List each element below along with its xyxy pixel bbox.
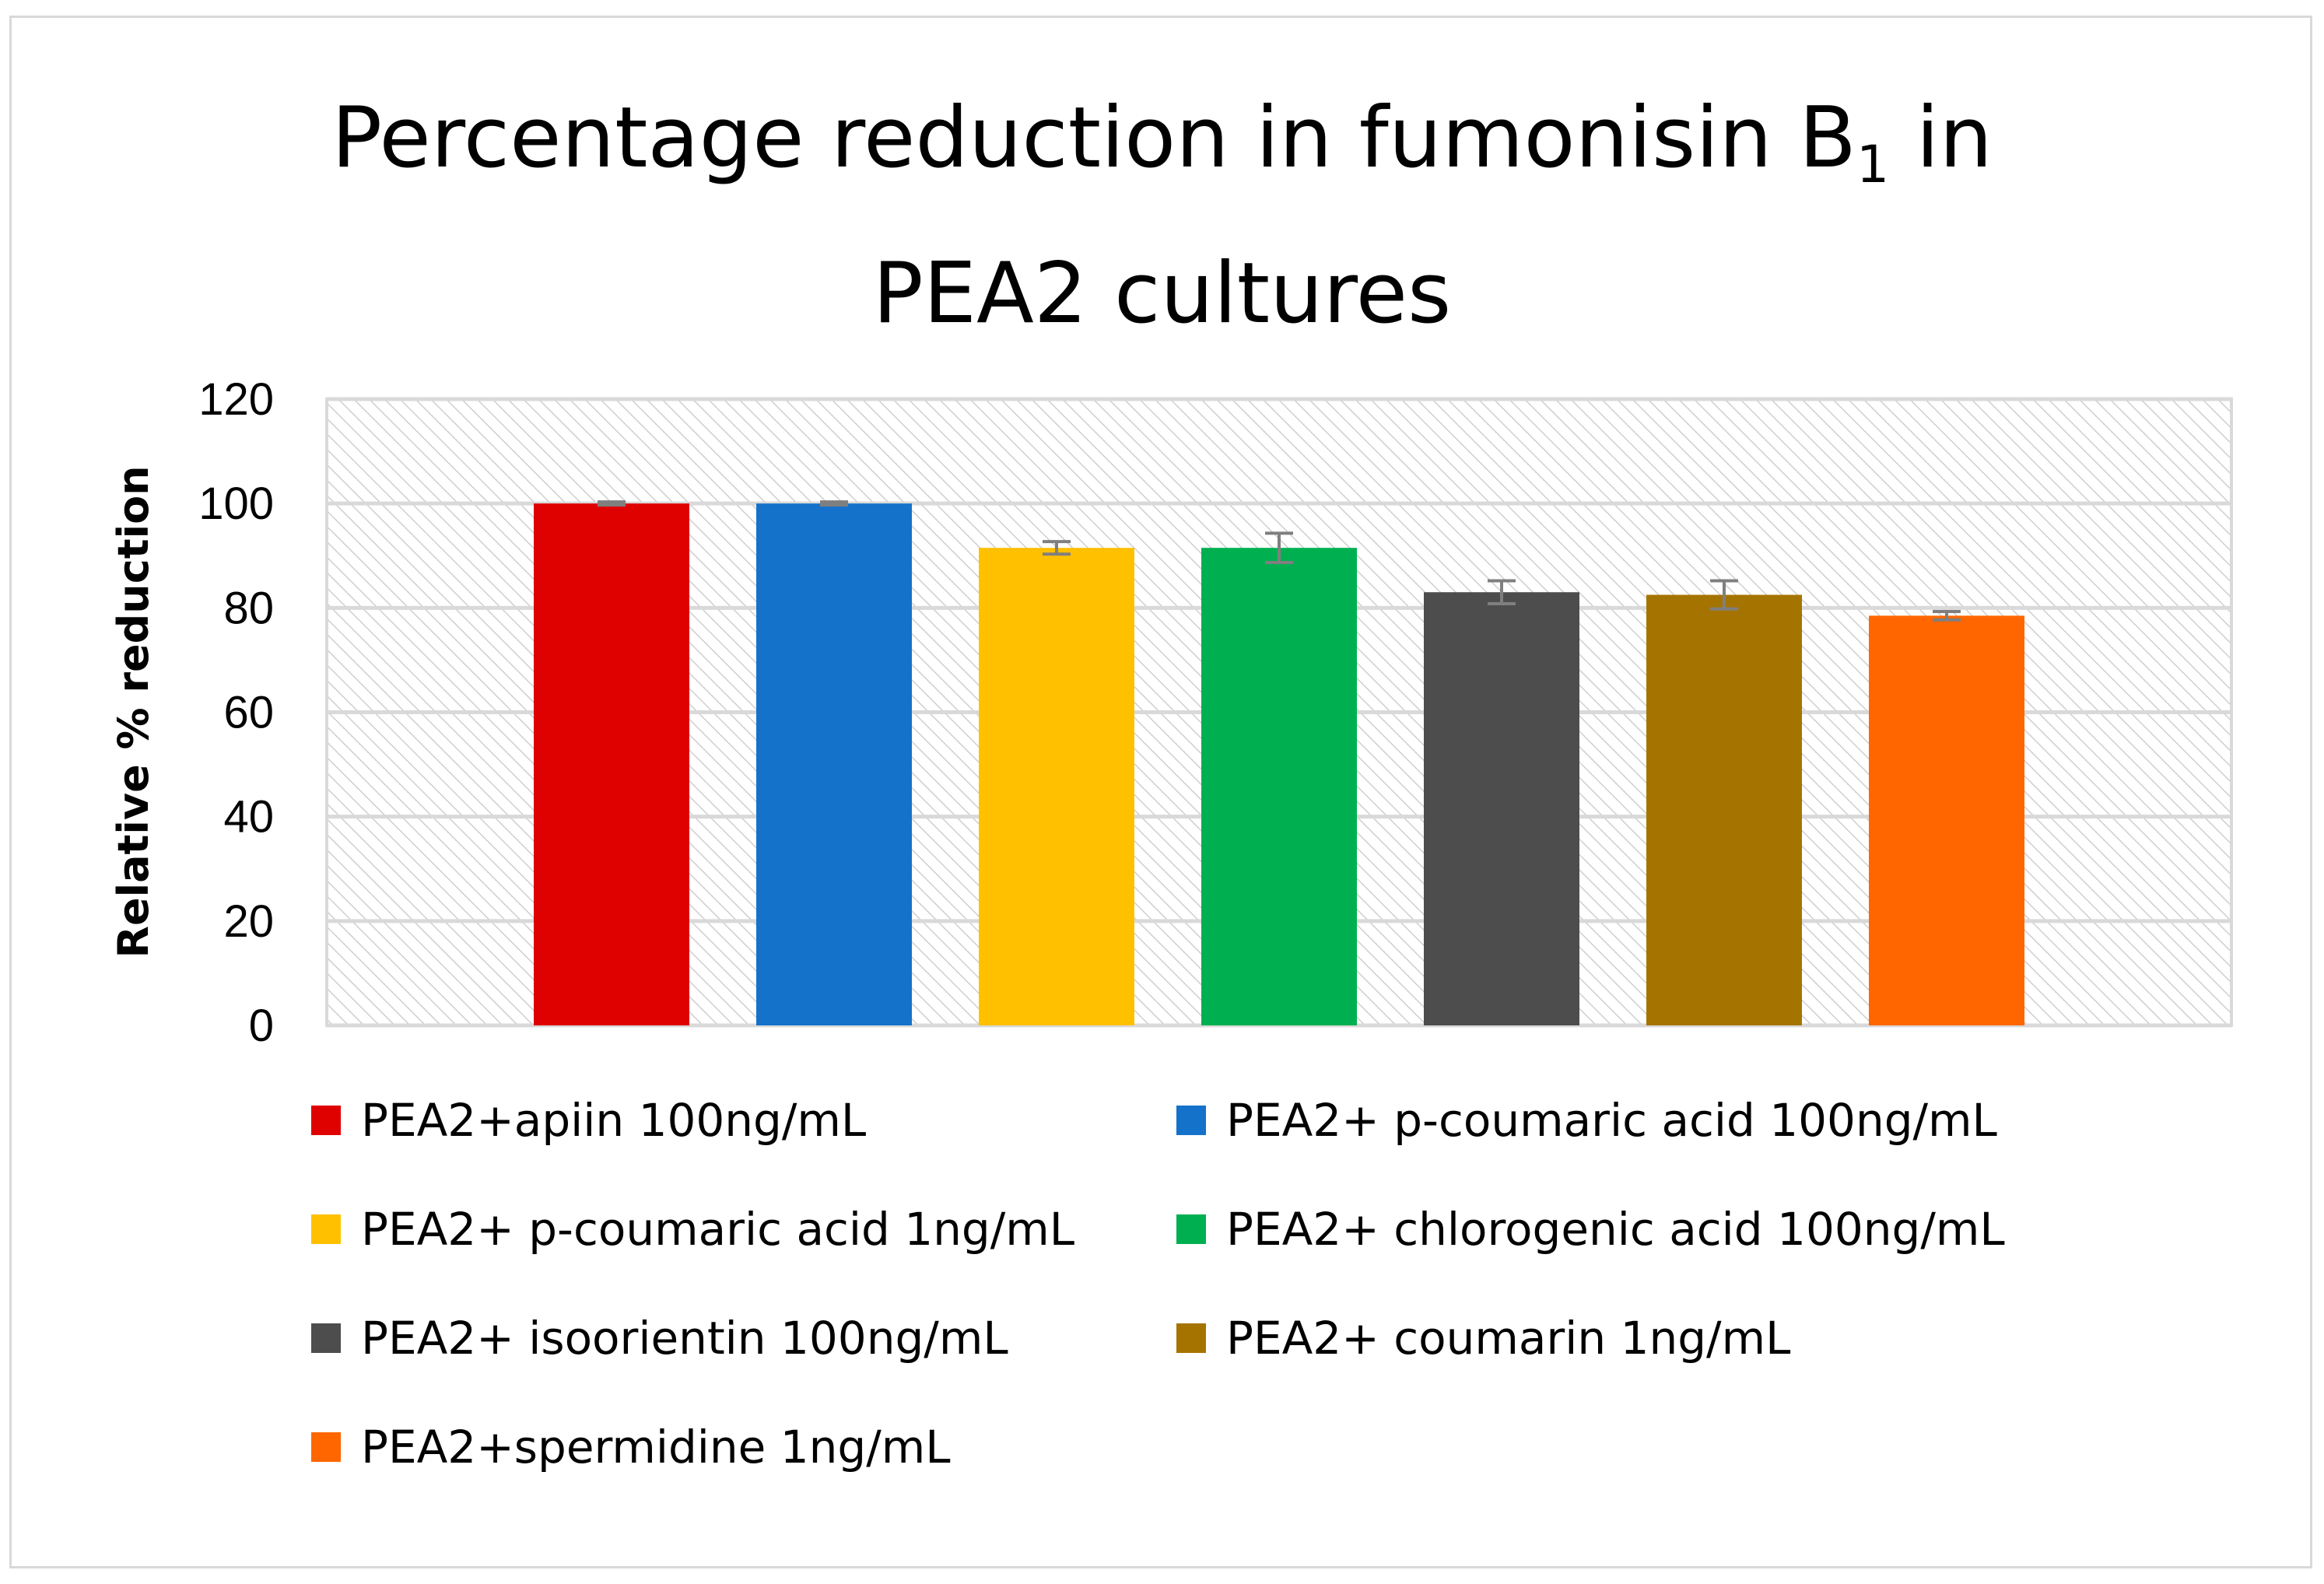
bar <box>979 548 1134 1025</box>
legend-label: PEA2+ p-coumaric acid 100ng/mL <box>1226 1094 1997 1147</box>
y-tick-label: 100 <box>198 478 274 529</box>
legend-item: PEA2+spermidine 1ng/mL <box>311 1416 951 1478</box>
legend-swatch <box>1176 1214 1206 1244</box>
y-tick-label: 0 <box>249 1001 274 1051</box>
y-tick-label: 40 <box>223 792 274 843</box>
legend-swatch <box>311 1432 341 1462</box>
legend-label: PEA2+spermidine 1ng/mL <box>361 1421 951 1474</box>
legend-swatch <box>1176 1323 1206 1353</box>
bar <box>1201 548 1357 1025</box>
legend-swatch <box>1176 1106 1206 1135</box>
y-axis-ticks: 0 20 40 60 80 100 120 <box>198 374 274 1051</box>
y-tick-label: 80 <box>223 583 274 633</box>
legend-label: PEA2+ coumarin 1ng/mL <box>1226 1312 1791 1365</box>
bar <box>1869 615 2024 1025</box>
y-tick-label: 60 <box>223 688 274 738</box>
legend-item: PEA2+apiin 100ng/mL <box>311 1089 866 1151</box>
legend-swatch <box>311 1214 341 1244</box>
title-line2: PEA2 cultures <box>872 245 1452 342</box>
y-tick-label: 20 <box>223 896 274 947</box>
title-text: Percentage reduction in fumonisin B <box>331 89 1857 187</box>
legend-label: PEA2+ chlorogenic acid 100ng/mL <box>1226 1203 2005 1256</box>
title-after: in <box>1889 89 1993 187</box>
legend-label: PEA2+apiin 100ng/mL <box>361 1094 867 1147</box>
chart-title: Percentage reduction in fumonisin B1 in … <box>0 74 2324 359</box>
title-subscript: 1 <box>1856 135 1890 194</box>
legend-swatch <box>311 1323 341 1353</box>
bar <box>534 503 689 1025</box>
bar <box>756 503 912 1025</box>
legend-label: PEA2+ p-coumaric acid 1ng/mL <box>361 1203 1075 1256</box>
legend-swatch <box>311 1106 341 1135</box>
bar <box>1424 592 1579 1025</box>
legend-label: PEA2+ isoorientin 100ng/mL <box>361 1312 1008 1365</box>
y-tick-label: 120 <box>198 374 274 425</box>
error-bars <box>598 500 1961 622</box>
legend-item: PEA2+ p-coumaric acid 1ng/mL <box>311 1198 1074 1260</box>
bars <box>534 503 2024 1025</box>
legend-item: PEA2+ coumarin 1ng/mL <box>1176 1307 1790 1369</box>
legend-item: PEA2+ chlorogenic acid 100ng/mL <box>1176 1198 2005 1260</box>
legend-item: PEA2+ isoorientin 100ng/mL <box>311 1307 1008 1369</box>
bar <box>1646 594 1802 1025</box>
y-axis-label: Relative % reduction <box>109 465 158 958</box>
legend-item: PEA2+ p-coumaric acid 100ng/mL <box>1176 1089 1997 1151</box>
